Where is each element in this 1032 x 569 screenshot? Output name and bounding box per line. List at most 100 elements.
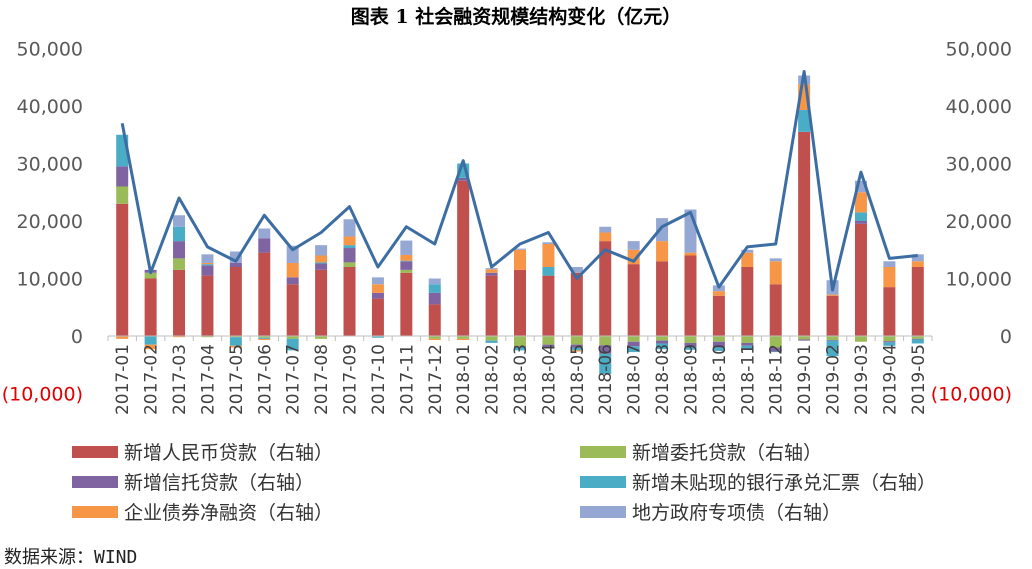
bar-segment-2-2018-08: [656, 336, 669, 341]
x-tick-label: 2017-10: [369, 344, 389, 415]
x-tick-label: 2019-03: [852, 344, 872, 415]
bar-segment-1-2018-06: [599, 241, 612, 336]
right-axis-tick-label: (10,000): [931, 384, 1012, 406]
bar-segment-5-2018-05: [570, 350, 583, 352]
bar-segment-2-2017-08: [315, 336, 328, 339]
ticks-layer: (10,000) 0 10,000 20,000 30,000 40,000 50,000 (…: [2, 39, 1012, 406]
bar-segment-2-2018-12: [769, 336, 782, 348]
x-tick-label: 2018-09: [681, 344, 701, 415]
bar-segment-6-2018-06: [599, 226, 612, 233]
legend-layer: 新增人民币贷款（右轴） 新增委托贷款（右轴） 新增信托贷款（右轴） 新增未贴现的银行承…: [72, 442, 936, 524]
bar-segment-5-2019-03: [854, 192, 867, 213]
bar-segment-4-2017-06: [258, 337, 271, 339]
bar-segment-3-2018-08: [656, 340, 669, 344]
bar-segment-4-2017-03: [173, 226, 186, 242]
bar-segment-3-2018-10: [712, 341, 725, 348]
bar-segment-2-2018-10: [712, 336, 725, 342]
right-axis-tick-label: 30,000: [946, 154, 1012, 176]
bar-segment-2-2018-11: [741, 336, 754, 343]
bar-segment-1-2019-02: [826, 295, 839, 336]
bar-segment-3-2019-04: [883, 341, 896, 343]
right-axis-tick-label: 10,000: [946, 269, 1012, 291]
line-layer: [120, 70, 918, 292]
bar-segment-4-2018-06: [599, 353, 612, 374]
legend-label: 新增未贴现的银行承兑汇票（右轴）: [632, 472, 936, 494]
x-tick-label: 2019-02: [824, 344, 844, 415]
x-tick-label: 2017-01: [113, 344, 133, 415]
bar-segment-2-2017-03: [173, 258, 186, 270]
bar-segment-6-2017-11: [400, 240, 413, 255]
bar-segment-4-2018-11: [741, 345, 754, 349]
bar-segment-5-2018-03: [514, 249, 526, 270]
bar-segment-6-2019-03: [854, 180, 867, 193]
bar-segment-1-2018-09: [684, 255, 697, 336]
bar-segment-4-2017-04: [201, 264, 214, 266]
bar-segment-1-2017-03: [173, 269, 186, 336]
x-tick-label: 2018-05: [568, 344, 588, 415]
bar-segment-4-2017-10: [371, 336, 384, 338]
bar-segment-4-2018-07: [627, 346, 640, 353]
left-axis-tick-label: 30,000: [17, 154, 83, 176]
bar-segment-3-2018-12: [769, 347, 782, 352]
bar-segment-5-2017-04: [201, 262, 214, 265]
bar-segment-4-2018-10: [712, 347, 725, 351]
bar-segment-6-2019-04: [883, 261, 896, 267]
bar-segment-1-2018-07: [627, 264, 640, 336]
bar-segment-5-2018-11: [741, 252, 754, 267]
bar-segment-4-2017-02: [144, 336, 157, 345]
bar-segment-4-2018-08: [656, 343, 669, 350]
bar-segment-1-2017-08: [315, 269, 328, 336]
bar-segment-3-2018-11: [741, 342, 754, 346]
bar-segment-2-2019-01: [798, 336, 811, 340]
bar-segment-5-2017-07: [286, 262, 299, 278]
bar-segment-4-2018-03: [514, 347, 526, 351]
bar-segment-3-2018-02: [485, 272, 498, 276]
bar-segment-5-2017-03: [173, 336, 186, 338]
bar-segment-1-2018-10: [712, 295, 725, 336]
legend-label: 新增委托贷款（右轴）: [632, 442, 822, 464]
bar-segment-5-2018-01: [457, 338, 470, 341]
x-tick-label: 2017-08: [312, 344, 332, 415]
bar-segment-3-2019-01: [798, 339, 811, 341]
bar-segment-2-2017-11: [400, 269, 413, 273]
legend-swatch: [580, 476, 626, 488]
bar-segment-1-2017-10: [371, 298, 384, 336]
bar-segment-4-2017-07: [286, 338, 299, 351]
left-axis-tick-label: 10,000: [17, 269, 83, 291]
bar-segment-2-2018-05: [570, 336, 583, 345]
bar-segment-5-2017-05: [229, 345, 242, 348]
x-tick-label: 2017-05: [227, 344, 247, 415]
legend-label: 企业债券净融资（右轴）: [124, 502, 333, 524]
x-tick-label: 2018-11: [738, 344, 758, 415]
bar-segment-3-2018-06: [599, 345, 612, 354]
bar-segment-4-2019-02: [826, 340, 839, 357]
left-axis-tick-label: 40,000: [17, 96, 83, 118]
x-tick-label: 2017-06: [255, 344, 275, 415]
bar-segment-1-2017-07: [286, 284, 299, 336]
bar-segment-5-2018-10: [712, 291, 725, 296]
bar-segment-1-2018-04: [542, 275, 555, 336]
bar-segment-2-2017-04: [201, 336, 214, 338]
bar-segment-1-2017-09: [343, 267, 356, 336]
bar-segment-4-2019-04: [883, 342, 896, 346]
bar-segment-5-2017-10: [371, 284, 384, 293]
bar-segment-2-2018-07: [627, 336, 640, 342]
x-tick-label: 2018-08: [653, 344, 673, 415]
bar-segment-2-2017-05: [229, 336, 242, 338]
bar-segment-3-2017-08: [315, 263, 328, 270]
bar-segment-5-2018-12: [769, 261, 782, 285]
bar-segment-3-2018-04: [542, 344, 555, 347]
bar-segment-1-2017-06: [258, 252, 271, 336]
bar-segment-6-2018-02: [485, 268, 498, 270]
bar-segment-6-2017-12: [428, 278, 441, 285]
x-tick-label: 2017-11: [397, 344, 417, 415]
right-axis-tick-label: 20,000: [946, 211, 1012, 233]
bar-segment-6-2017-04: [201, 254, 214, 263]
left-axis-tick-label: 0: [71, 326, 83, 348]
x-tick-label: 2017-04: [198, 344, 218, 415]
bar-segment-5-2017-09: [343, 236, 356, 246]
x-tick-label: 2018-04: [539, 344, 559, 415]
bar-segment-1-2018-01: [457, 180, 470, 336]
bar-segment-4-2017-11: [400, 260, 413, 262]
bar-segment-5-2017-08: [315, 255, 328, 263]
